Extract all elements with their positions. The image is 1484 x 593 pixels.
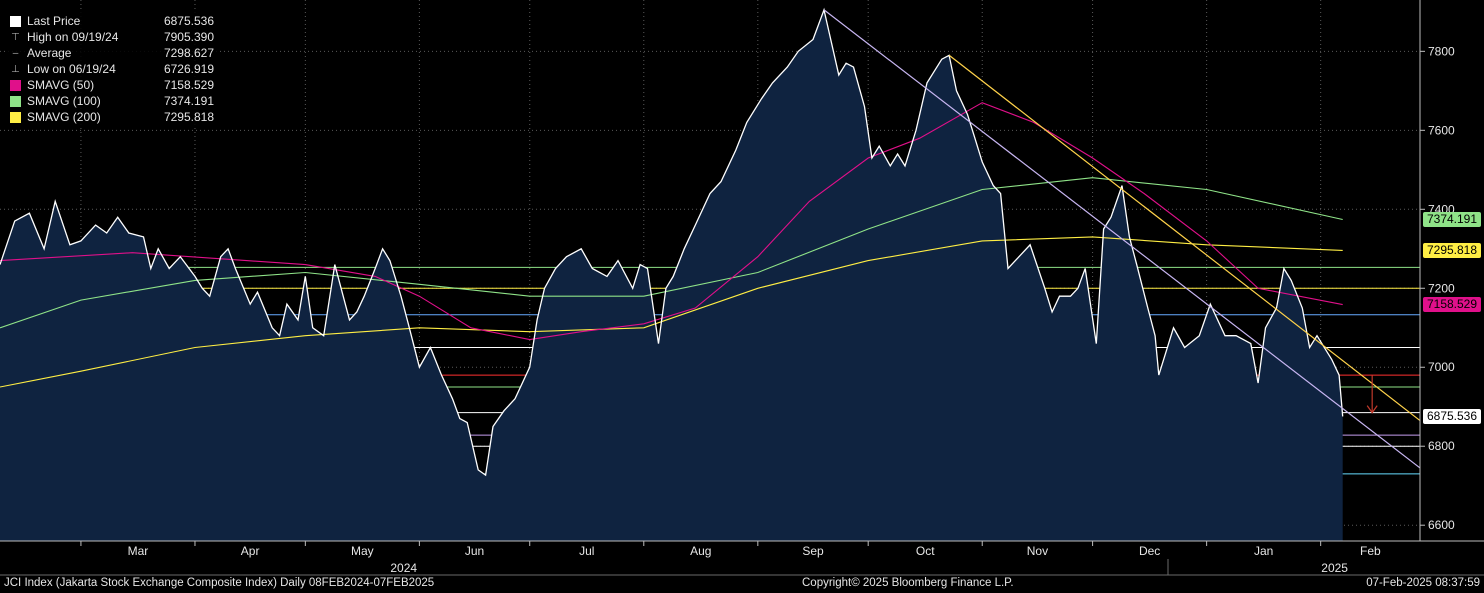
x-tick-label: Sep [802, 544, 824, 558]
series-line [0, 236, 1343, 388]
series-line [0, 177, 1343, 329]
year-label: 2024 [390, 561, 417, 575]
x-tick-label: Aug [690, 544, 711, 558]
x-tick-label: Jan [1254, 544, 1273, 558]
x-tick-label: Feb [1360, 544, 1381, 558]
value-tag: 7374.191 [1423, 211, 1481, 227]
y-tick-label: 7600 [1428, 123, 1455, 137]
legend-value: 7295.818 [163, 110, 214, 124]
trendline [823, 9, 1421, 469]
legend-entry: SMAVG (50) 7158.529 [10, 77, 214, 93]
y-tick-label: 7200 [1428, 281, 1455, 295]
x-tick-label: Nov [1027, 544, 1048, 558]
legend-value: 6726.919 [163, 62, 214, 76]
legend-value: 7374.191 [163, 94, 214, 108]
trendline [948, 54, 1421, 422]
series-line [0, 7, 1344, 477]
legend-entry: – Average 7298.627 [10, 45, 214, 61]
legend-label: High on 09/19/24 [27, 30, 119, 44]
legend-value: 7158.529 [163, 78, 214, 92]
legend-label: Low on 06/19/24 [27, 62, 116, 76]
price-area [0, 9, 1343, 541]
low-marker-icon: ⊥ [11, 63, 20, 75]
x-tick-label: Apr [241, 544, 260, 558]
footer-index-info: JCI Index (Jakarta Stock Exchange Compos… [4, 577, 435, 589]
legend-swatch [10, 15, 21, 27]
trendlines [823, 9, 1421, 469]
legend-entry: SMAVG (100) 7374.191 [10, 93, 214, 109]
x-tick-label: Jun [465, 544, 484, 558]
legend-value: 7905.390 [163, 30, 214, 44]
legend-value: 6875.536 [163, 14, 214, 28]
legend-box: Last Price 6875.536 ⊤ High on 09/19/24 7905.… [6, 10, 218, 128]
annotations [1366, 375, 1378, 414]
year-label: 2025 [1321, 561, 1348, 575]
series-line [0, 102, 1343, 341]
x-tick-label: May [351, 544, 374, 558]
legend-entry: ⊥ Low on 06/19/24 6726.919 [10, 61, 214, 77]
x-tick-label: Dec [1139, 544, 1160, 558]
legend-label: SMAVG (50) [27, 78, 95, 92]
footer-copyright: Copyright© 2025 Bloomberg Finance L.P. [802, 577, 1014, 589]
x-tick-label: Oct [916, 544, 935, 558]
high-marker-icon: ⊤ [11, 31, 20, 43]
price-area-fill [0, 9, 1343, 541]
x-tick-label: Jul [579, 544, 594, 558]
legend-swatch [10, 111, 21, 123]
legend-value: 7298.627 [163, 46, 214, 60]
value-tag: 7158.529 [1423, 297, 1481, 313]
value-tag: 7295.818 [1423, 242, 1481, 258]
legend-label: Last Price [27, 14, 81, 28]
legend-entry: Last Price 6875.536 [10, 13, 214, 29]
legend-label: SMAVG (200) [27, 110, 101, 124]
y-tick-label: 6600 [1428, 518, 1455, 532]
series-lines [0, 7, 1344, 477]
y-tick-label: 6800 [1428, 439, 1455, 453]
x-tick-label: Mar [128, 544, 149, 558]
legend-swatch [10, 95, 21, 107]
y-tick-label: 7000 [1428, 360, 1455, 374]
legend-entry: ⊤ High on 09/19/24 7905.390 [10, 29, 214, 45]
value-tag: 6875.536 [1423, 408, 1481, 424]
legend-entry: SMAVG (200) 7295.818 [10, 109, 214, 125]
average-marker-icon: – [12, 47, 19, 59]
legend-label: Average [27, 46, 72, 60]
y-tick-label: 7800 [1428, 44, 1455, 58]
footer-timestamp: 07-Feb-2025 08:37:59 [1366, 577, 1480, 589]
legend-label: SMAVG (100) [27, 94, 101, 108]
legend-swatch [10, 79, 21, 91]
arrow-head [1366, 405, 1378, 414]
